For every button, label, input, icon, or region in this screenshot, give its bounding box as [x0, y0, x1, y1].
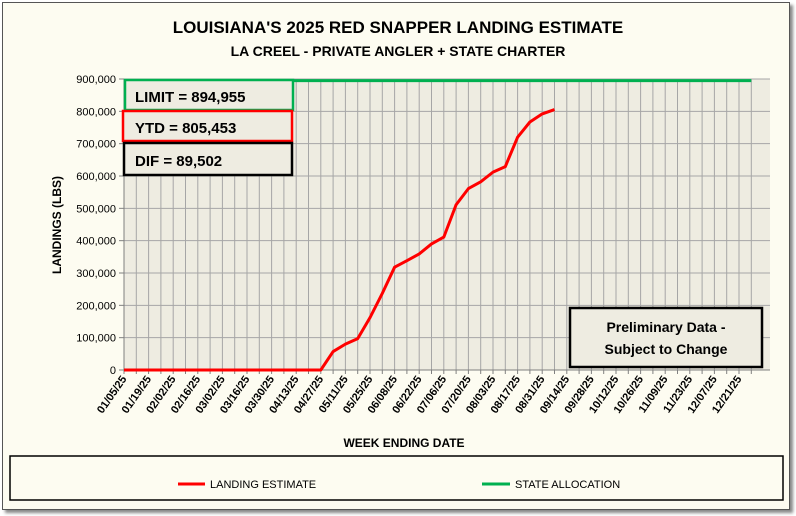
dif-box: [122, 141, 294, 177]
ytd-text: YTD = 805,453: [135, 120, 236, 137]
y-tick-label: 600,000: [76, 171, 116, 183]
preliminary-note-box: [568, 306, 764, 369]
y-tick-label: 800,000: [76, 106, 116, 118]
preliminary-note-line2: Subject to Change: [605, 341, 728, 357]
chart-title: LOUISIANA'S 2025 RED SNAPPER LANDING EST…: [173, 18, 624, 37]
y-tick-label: 100,000: [76, 333, 116, 345]
y-axis-label: LANDINGS (LBS): [50, 176, 64, 274]
legend-label-state-allocation: STATE ALLOCATION: [515, 479, 620, 491]
y-axis-ticks: 0 100,000 200,000 300,000 400,000 500,000 600,…: [76, 74, 124, 377]
y-tick-label: 400,000: [76, 236, 116, 248]
y-tick-label: 200,000: [76, 300, 116, 312]
x-axis-ticks: 01/05/2501/19/2502/02/2502/16/2503/02/25…: [95, 370, 752, 416]
preliminary-note-line1: Preliminary Data -: [606, 319, 725, 335]
limit-box: [123, 78, 295, 112]
y-tick-label: 300,000: [76, 268, 116, 280]
chart-subtitle: LA CREEL - PRIVATE ANGLER + STATE CHARTE…: [231, 43, 566, 59]
y-tick-label: 700,000: [76, 139, 116, 151]
limit-text: LIMIT = 894,955: [135, 89, 245, 106]
dif-text: DIF = 89,502: [135, 153, 222, 170]
legend-label-landing-estimate: LANDING ESTIMATE: [210, 479, 316, 491]
y-tick-label: 500,000: [76, 203, 116, 215]
y-tick-label: 900,000: [76, 74, 116, 86]
landing-estimate-line: [124, 108, 556, 372]
y-tick-label: 0: [110, 365, 116, 377]
legend: [9, 455, 784, 501]
x-axis-label: WEEK ENDING DATE: [343, 436, 464, 450]
ytd-box: [121, 109, 294, 143]
